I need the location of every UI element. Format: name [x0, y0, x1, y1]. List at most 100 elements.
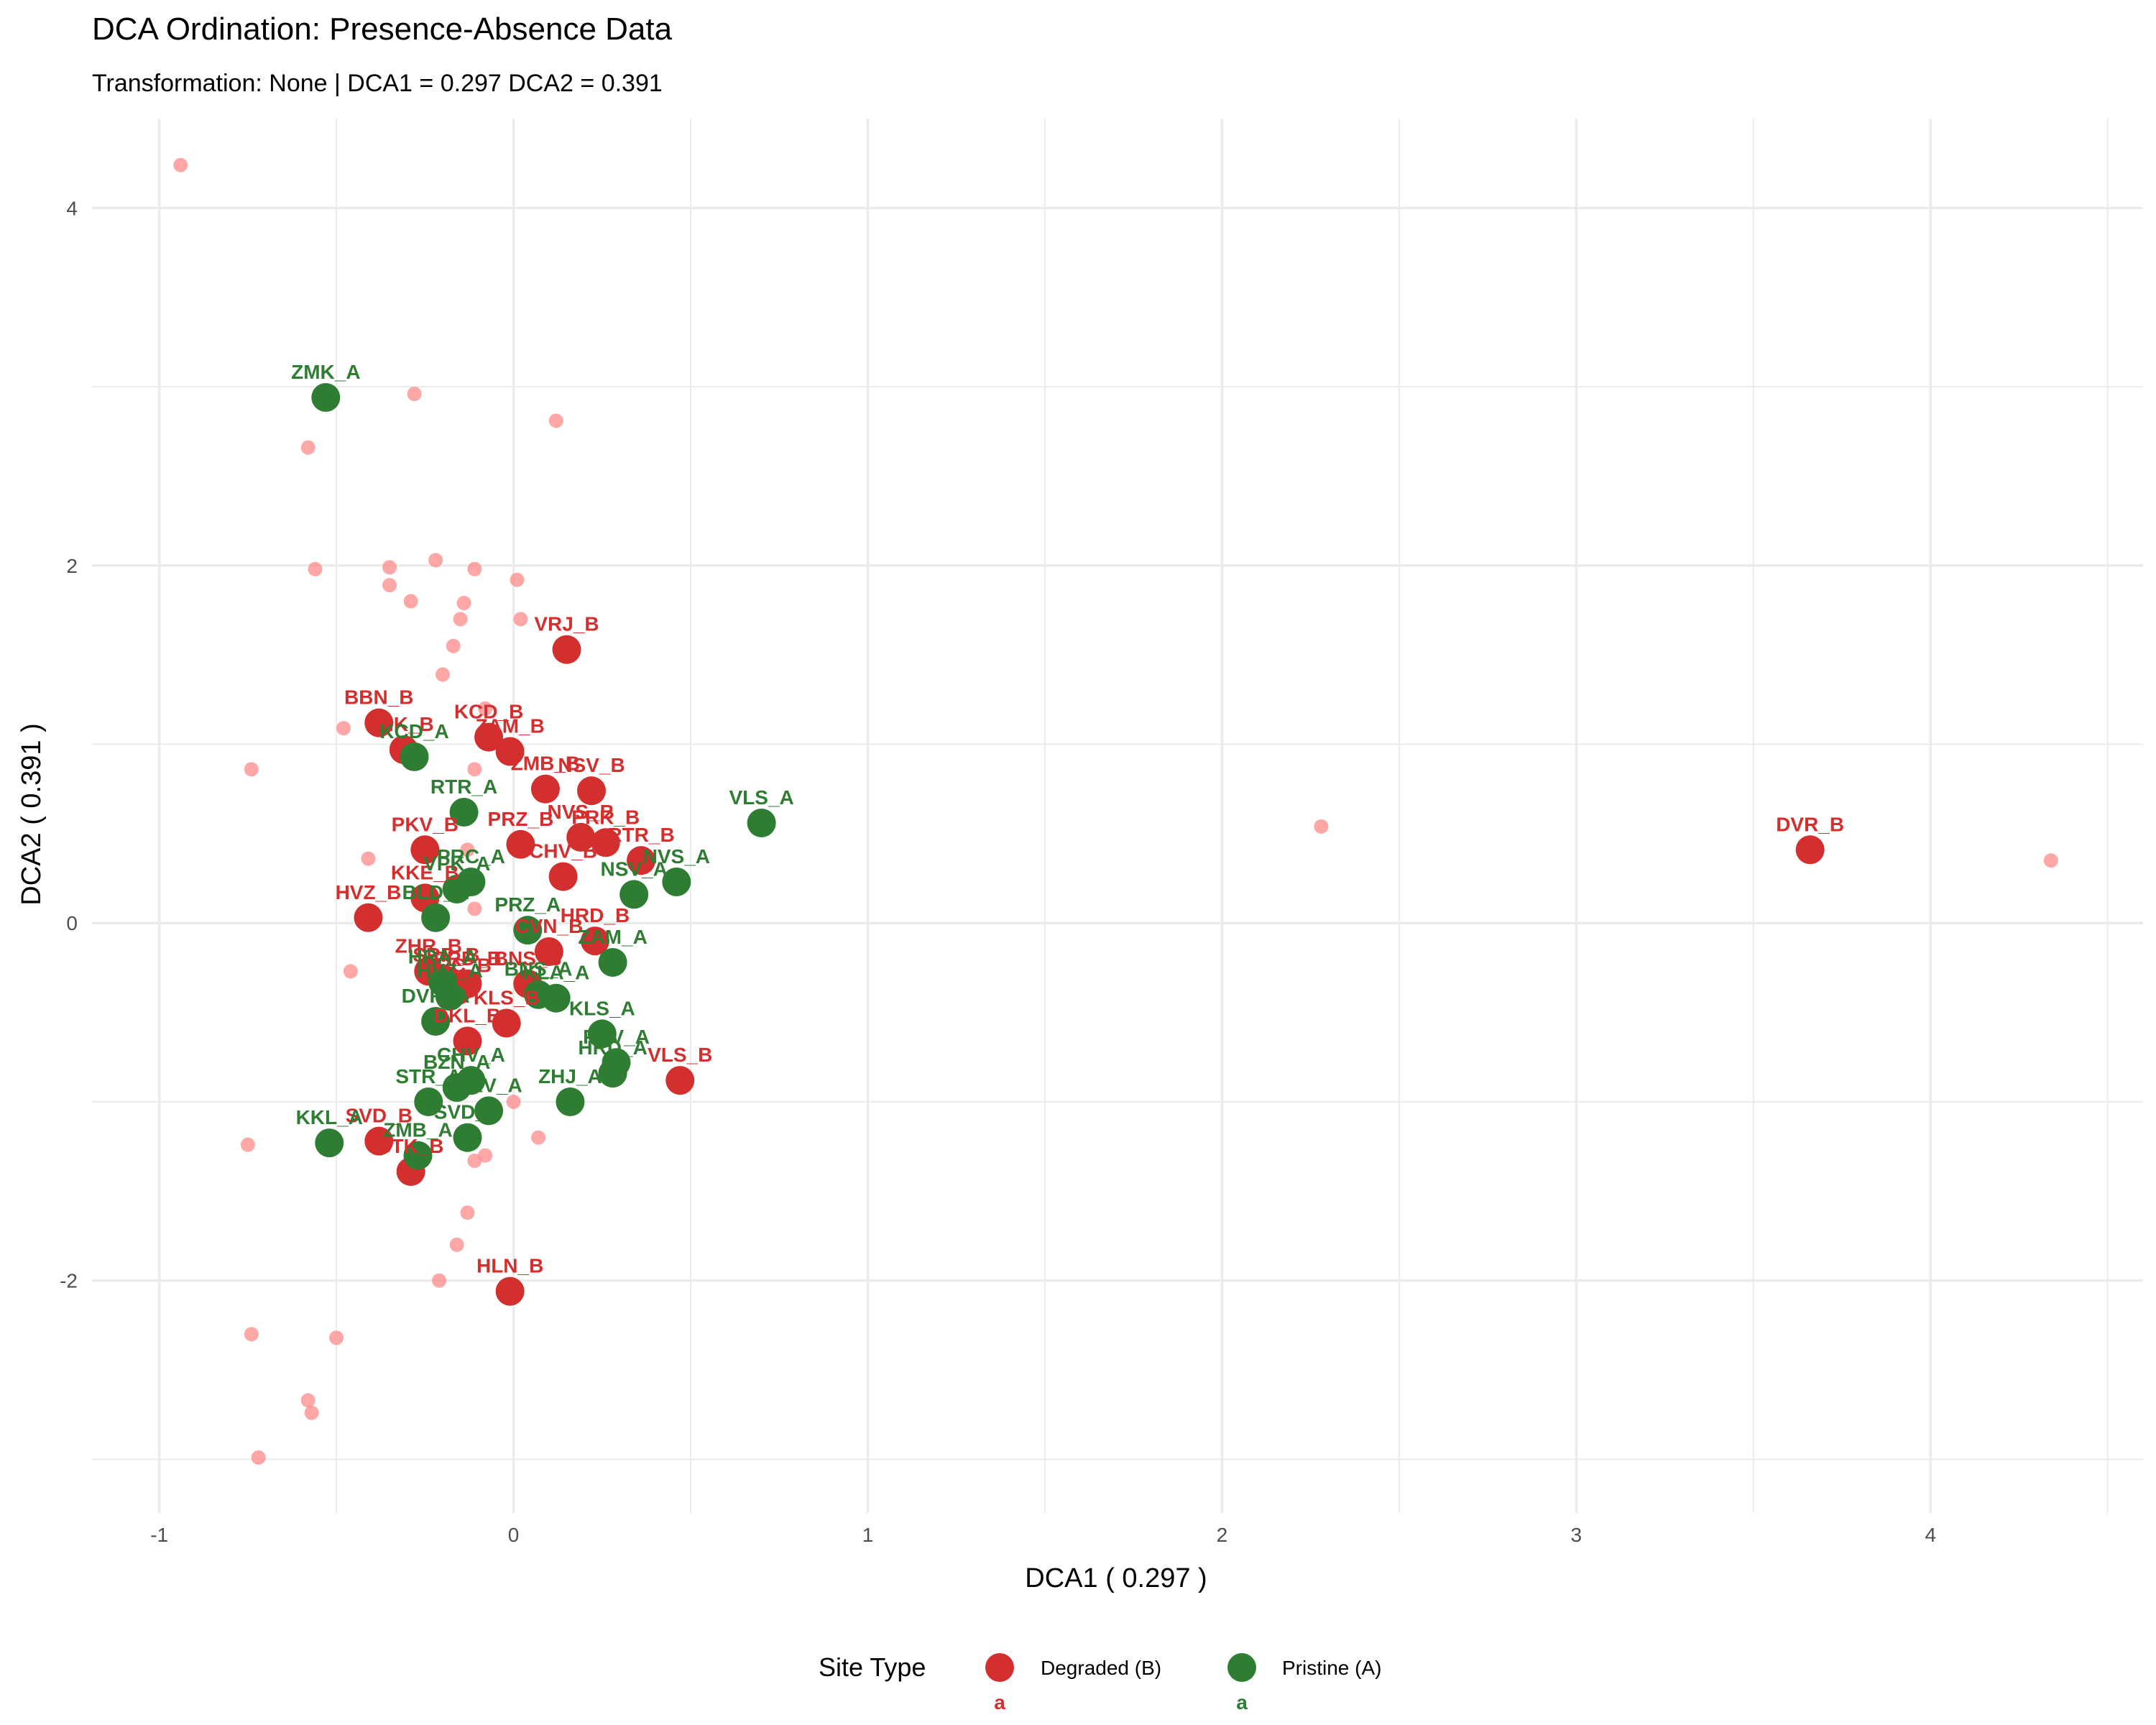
pristine-site-point — [414, 1087, 443, 1116]
degraded-site-label: CHV_B — [529, 840, 597, 862]
species-point — [467, 762, 482, 777]
pristine-site-point — [421, 1007, 451, 1036]
pristine-site-point — [598, 1059, 627, 1088]
x-tick-label: 3 — [1571, 1524, 1583, 1546]
degraded-site-point — [577, 776, 607, 806]
species-point — [460, 1205, 475, 1220]
degraded-site-point — [1795, 835, 1825, 865]
species-point — [173, 157, 188, 172]
pristine-site-point — [442, 1073, 471, 1103]
degraded-site-point — [453, 1026, 482, 1056]
pristine-site-label: ZAM_A — [578, 926, 647, 948]
pristine-site-point — [587, 1019, 617, 1049]
degraded-site-label: BBN_B — [344, 686, 413, 709]
x-tick-label: 0 — [508, 1524, 520, 1546]
degraded-site-label: STK_B — [378, 1135, 444, 1157]
degraded-site-label: PRZ_B — [488, 808, 554, 830]
pristine-site-label: DVR_A — [402, 985, 470, 1007]
degraded-site-label: KKE_B — [391, 861, 459, 883]
pristine-site-point — [556, 1087, 585, 1116]
degraded-site-label: RTR_B — [607, 824, 674, 846]
degraded-site-label: HLN_B — [476, 1255, 543, 1277]
degraded-site-point — [506, 829, 535, 859]
pristine-site-label: HRA_A — [408, 945, 477, 967]
degraded-site-label: VLS_B — [648, 1044, 712, 1066]
pristine-site-point — [435, 982, 464, 1011]
degraded-site-label: DVR_B — [1776, 813, 1844, 835]
pristine-site-label: HRD_A — [578, 1036, 647, 1059]
degraded-site-point — [364, 708, 394, 737]
pristine-site-point — [747, 808, 776, 837]
degraded-site-label: ZMB_B — [511, 753, 580, 775]
degraded-site-label: PKV_B — [392, 813, 459, 835]
degraded-site-label: DKL_B — [434, 1004, 501, 1026]
axis-tick-labels: -1 0 1 2 3 4 -2 0 2 4 — [60, 197, 1936, 1546]
species-point — [428, 553, 443, 568]
species-point — [513, 612, 528, 627]
species-point — [467, 901, 482, 916]
degraded-site-point — [492, 1008, 521, 1038]
degraded-site-label: HRD_B — [561, 904, 630, 926]
species-point — [300, 440, 315, 455]
pristine-site-label: VLS_A — [729, 786, 793, 809]
degraded-site-point — [665, 1066, 695, 1095]
pristine-site-label: SVD_A — [434, 1101, 501, 1123]
pristine-site-point — [449, 798, 479, 827]
species-point — [432, 1273, 447, 1288]
degraded-site-point — [580, 926, 609, 956]
pristine-site-point — [513, 916, 543, 945]
pristine-site-label: PRC_A — [437, 845, 505, 868]
legend-item-degraded: Degraded (B) a — [985, 1653, 1161, 1714]
degraded-site-label: KCD_B — [454, 701, 523, 723]
pristine-site-point — [598, 947, 627, 977]
y-tick-label: -2 — [60, 1270, 78, 1292]
degraded-site-label: PRK_B — [571, 806, 640, 828]
y-tick-label: 2 — [66, 555, 78, 577]
degraded-site-label: CVN_B — [515, 915, 583, 937]
species-point — [1314, 819, 1329, 834]
degraded-site-label: NSV_B — [558, 754, 625, 776]
species-point — [361, 851, 376, 866]
pristine-site-label: RTR_A — [430, 776, 497, 798]
species-point — [2043, 853, 2058, 868]
pristine-site-label: KCD_A — [379, 720, 448, 742]
species-point — [453, 612, 468, 627]
pristine-site-point — [662, 868, 691, 897]
species-point — [435, 667, 450, 682]
pristine-site-point — [453, 1123, 482, 1152]
degraded-site-point — [410, 835, 440, 865]
degraded-site-point — [548, 862, 578, 891]
degraded-site-point — [552, 635, 581, 664]
pristine-site-label: HVZ_A — [417, 960, 483, 982]
x-tick-label: 4 — [1925, 1524, 1936, 1546]
degraded-site-label: ZHR_B — [395, 934, 462, 957]
species-point — [467, 1154, 482, 1169]
x-tick-label: 2 — [1217, 1524, 1228, 1546]
species-point — [300, 1393, 315, 1408]
species-point — [240, 1137, 255, 1152]
legend-pristine-label: Pristine (A) — [1282, 1657, 1381, 1679]
species-point — [548, 413, 563, 428]
pristine-site-label: PRV_A — [583, 1026, 650, 1048]
degraded-site-label: ZAM_B — [475, 714, 544, 737]
degraded-site-point — [495, 1276, 525, 1306]
pristine-site-point — [474, 1096, 504, 1126]
degraded-site-label: KLS_B — [474, 987, 540, 1009]
pristine-site-label: BLD_A — [402, 881, 469, 903]
species-point — [244, 1327, 259, 1342]
pristine-site-point — [421, 903, 451, 932]
species-point — [506, 1094, 521, 1109]
chart-title: DCA Ordination: Presence-Absence Data — [92, 12, 673, 47]
degraded-site-label: SVD_B — [346, 1105, 413, 1127]
species-point — [336, 721, 351, 736]
pristine-site-label: KKL_A — [296, 1106, 363, 1128]
species-point — [251, 1450, 266, 1465]
pristine-site-label: KLA_A — [522, 962, 589, 984]
pristine-site-label: BZN_A — [423, 1051, 490, 1073]
legend-degraded-label: Degraded (B) — [1041, 1657, 1161, 1679]
x-axis-title: DCA1 ( 0.297 ) — [1025, 1563, 1207, 1593]
species-point — [478, 701, 493, 716]
legend-pristine-marker — [1227, 1653, 1256, 1682]
